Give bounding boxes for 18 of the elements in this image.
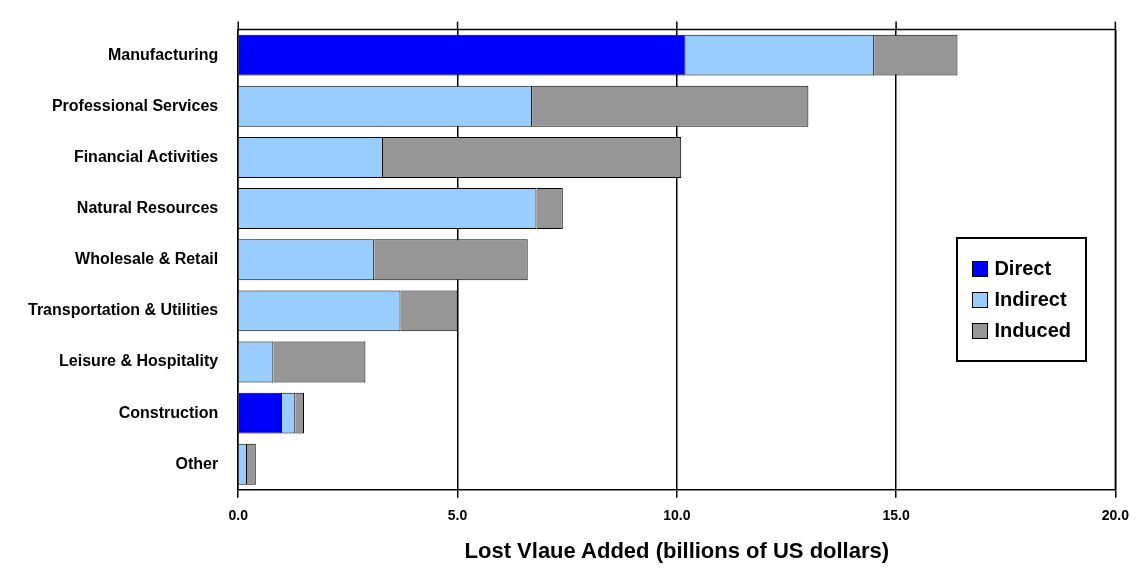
y-tick-label: Other [175, 454, 219, 472]
legend-label: Direct [994, 257, 1052, 281]
y-tick-label: Construction [118, 403, 219, 421]
y-tick-label: Natural Resources [76, 198, 219, 216]
x-tick-label: 15.0 [882, 507, 910, 524]
x-tick-label: 5.0 [447, 507, 468, 524]
x-axis-title: Lost Vlaue Added (billions of US dollars) [464, 537, 890, 563]
legend-label: Induced [994, 319, 1072, 343]
y-tick-label: Manufacturing [108, 45, 219, 63]
legend-label: Indirect [994, 288, 1067, 312]
y-tick-label: Transportation & Utilities [27, 301, 219, 319]
x-tick-label: 20.0 [1101, 507, 1130, 524]
y-tick-label: Professional Services [51, 96, 219, 114]
x-tick-label: 0.0 [228, 507, 249, 524]
y-tick-label: Leisure & Hospitality [59, 352, 219, 370]
y-tick-label: Financial Activities [73, 147, 219, 165]
x-tick-label: 10.0 [663, 507, 691, 524]
y-tick-label: Wholesale & Retail [75, 250, 219, 268]
